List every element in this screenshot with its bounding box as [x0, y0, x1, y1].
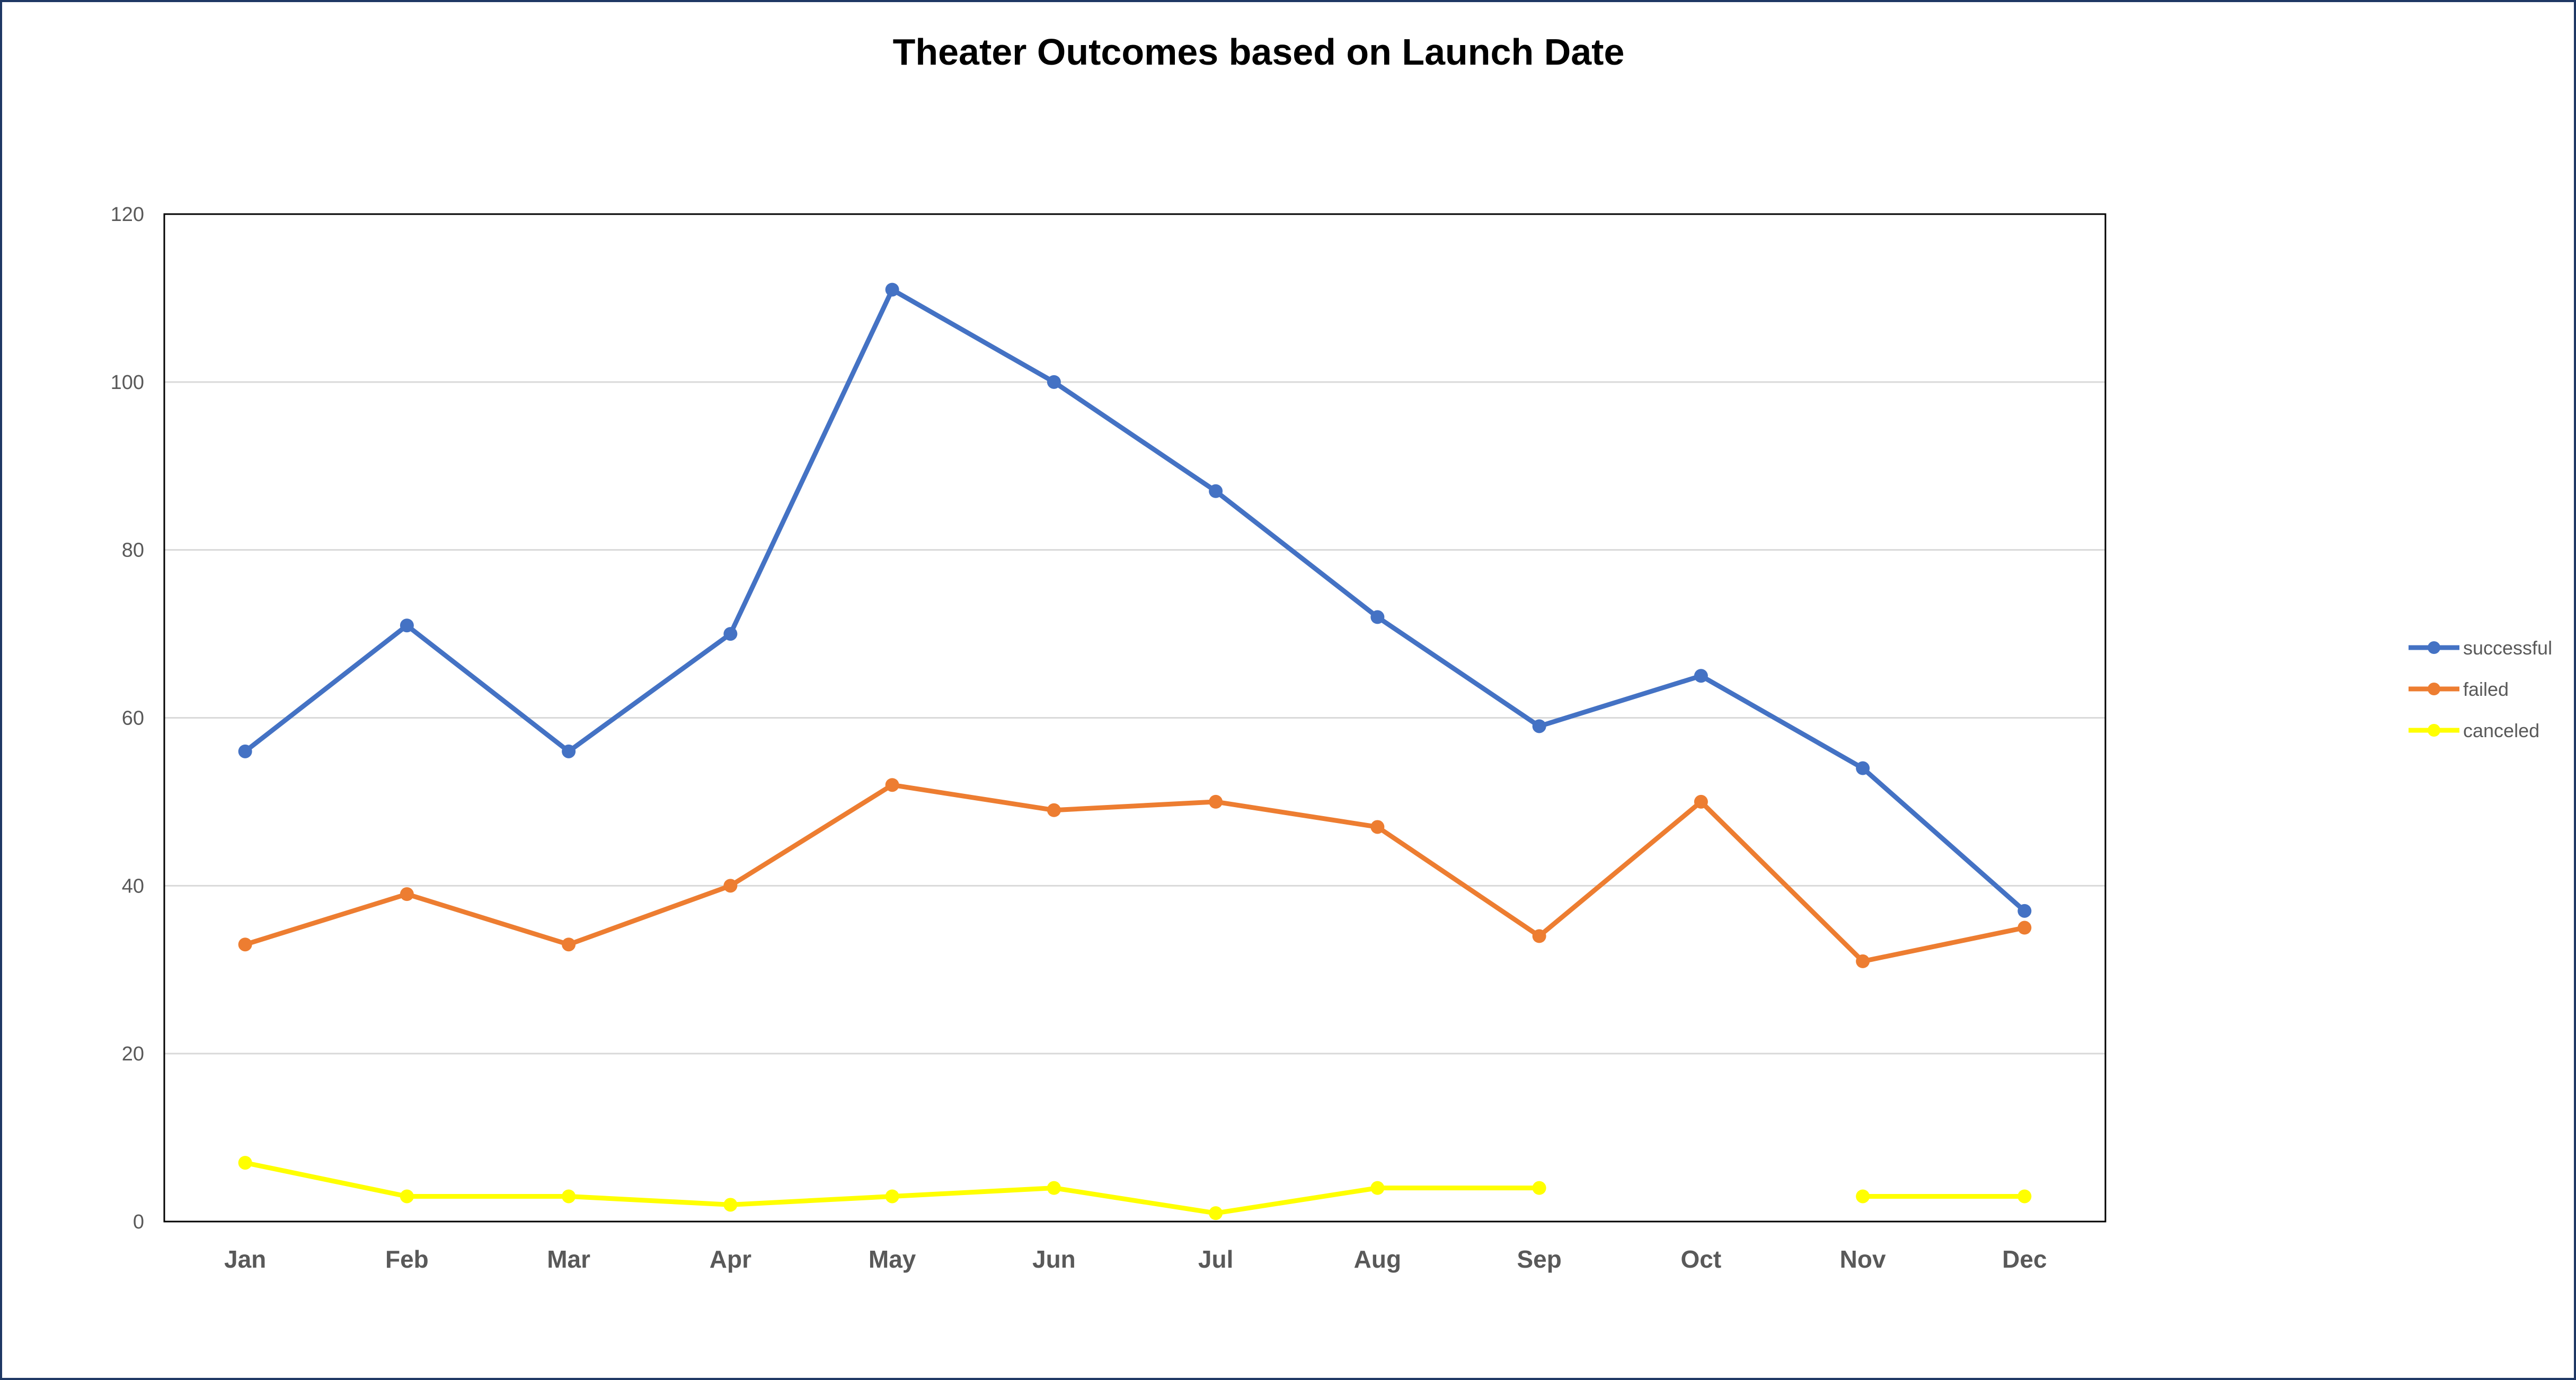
data-point-canceled	[1370, 1181, 1385, 1195]
y-tick-label: 20	[122, 1043, 144, 1065]
x-tick-label: Aug	[1354, 1245, 1401, 1273]
x-tick-label: May	[869, 1245, 916, 1273]
data-point-canceled	[1856, 1189, 1870, 1204]
data-point-successful	[562, 744, 576, 758]
data-point-successful	[1694, 669, 1708, 683]
series-successful	[238, 282, 2032, 918]
data-point-failed	[2017, 921, 2032, 935]
data-point-canceled	[238, 1156, 252, 1170]
y-tick-label: 120	[111, 204, 144, 226]
y-tick-label: 80	[122, 539, 144, 562]
data-point-failed	[562, 937, 576, 952]
legend-label: failed	[2463, 678, 2509, 700]
data-point-canceled	[723, 1198, 738, 1212]
y-tick-label: 60	[122, 707, 144, 730]
data-point-successful	[400, 618, 414, 633]
legend: successful failed canceled	[2409, 637, 2552, 741]
plot-area	[163, 213, 2106, 1223]
x-tick-label: Oct	[1681, 1245, 1722, 1273]
series-line-failed	[243, 782, 2027, 964]
data-point-successful	[2017, 904, 2032, 918]
chart-title: Theater Outcomes based on Launch Date	[893, 31, 1625, 73]
data-point-failed	[1209, 794, 1223, 809]
series-line-canceled	[243, 1160, 1542, 1216]
gridlines	[164, 381, 2105, 1055]
x-tick-label: Dec	[2002, 1245, 2047, 1273]
data-point-failed	[1694, 794, 1708, 809]
legend-label: successful	[2463, 637, 2552, 659]
x-tick-label: Sep	[1517, 1245, 1561, 1273]
data-point-successful	[1532, 719, 1546, 733]
data-point-successful	[238, 744, 252, 758]
data-point-canceled	[2017, 1189, 2032, 1204]
data-point-canceled	[1532, 1181, 1546, 1195]
data-point-failed	[400, 887, 414, 901]
data-point-successful	[1047, 375, 1061, 389]
x-tick-label: Apr	[710, 1245, 751, 1273]
legend-label: canceled	[2463, 720, 2539, 741]
series-failed	[238, 778, 2032, 968]
data-point-failed	[885, 778, 899, 792]
series-canceled	[238, 1156, 2032, 1220]
data-point-canceled	[885, 1189, 899, 1204]
y-tick-label: 0	[133, 1211, 144, 1233]
y-axis: 0 20 40 60 80 100 120	[111, 204, 144, 1233]
data-point-canceled	[400, 1189, 414, 1204]
legend-item-canceled: canceled	[2409, 720, 2539, 741]
legend-swatch-marker	[2428, 683, 2440, 695]
y-tick-label: 100	[111, 371, 144, 394]
data-point-successful	[1856, 761, 1870, 775]
data-point-failed	[723, 879, 738, 893]
data-point-failed	[1370, 820, 1385, 834]
x-tick-label: Jun	[1032, 1245, 1076, 1273]
legend-item-failed: failed	[2409, 678, 2509, 700]
series-group	[238, 282, 2032, 1220]
x-tick-label: Feb	[385, 1245, 429, 1273]
data-point-successful	[885, 282, 899, 297]
x-tick-label: Nov	[1840, 1245, 1886, 1273]
data-point-successful	[1370, 610, 1385, 624]
y-tick-label: 40	[122, 875, 144, 897]
data-point-canceled	[1209, 1206, 1223, 1220]
data-point-failed	[1856, 954, 1870, 968]
data-point-failed	[238, 937, 252, 952]
x-axis: Jan Feb Mar Apr May Jun Jul Aug Sep Oct Nov Dec	[224, 1245, 2047, 1273]
series-line-successful	[243, 287, 2027, 914]
data-point-canceled	[562, 1189, 576, 1204]
legend-swatch-marker	[2428, 641, 2440, 654]
data-point-successful	[723, 627, 738, 641]
data-point-failed	[1532, 929, 1546, 943]
x-tick-label: Jul	[1198, 1245, 1233, 1273]
data-point-canceled	[1047, 1181, 1061, 1195]
x-tick-label: Mar	[547, 1245, 590, 1273]
legend-swatch-marker	[2428, 724, 2440, 737]
legend-item-successful: successful	[2409, 637, 2552, 659]
data-point-successful	[1209, 484, 1223, 498]
data-point-failed	[1047, 803, 1061, 817]
x-tick-label: Jan	[224, 1245, 266, 1273]
